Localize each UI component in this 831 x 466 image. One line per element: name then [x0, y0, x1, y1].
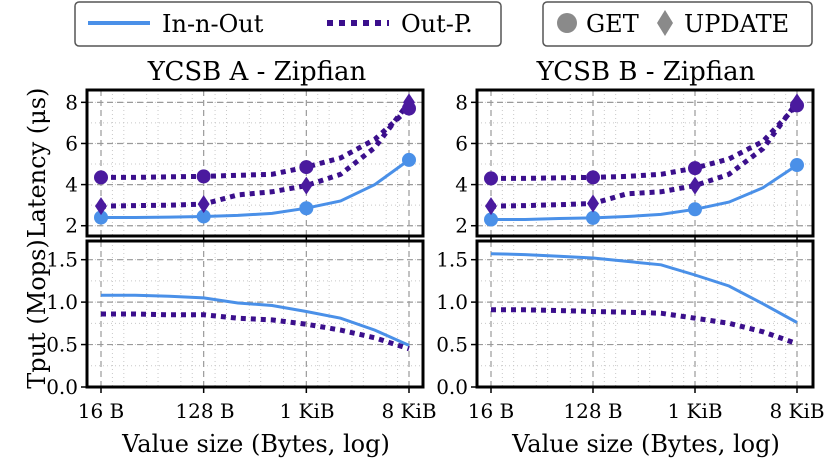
- data-point-update: [791, 93, 803, 112]
- legend-markers: GET UPDATE: [542, 1, 813, 47]
- ytick-label: 8: [65, 90, 78, 114]
- series-line-in-n-out: [101, 293, 410, 347]
- xtick-label: 8 KiB: [381, 399, 436, 423]
- panel-ycsb-b-latency: 2 4 6 8: [455, 88, 815, 242]
- ytick-label: 1.5: [436, 248, 468, 272]
- series-line-in-n-out: [490, 252, 798, 324]
- data-point-get: [94, 210, 108, 225]
- xtick-label: 1 KiB: [667, 399, 722, 423]
- series-line-out-p-: [491, 307, 798, 347]
- xticks-left: 16 B 128 B 1 KiB 8 KiB: [78, 399, 437, 423]
- data-point-get: [299, 160, 314, 175]
- series-line-out-p-get: [101, 106, 411, 180]
- get-marker-icon: [557, 13, 577, 33]
- data-point-get: [196, 209, 211, 224]
- series-line-in-n-out-get: [491, 163, 798, 221]
- ytick-label: 2: [455, 214, 468, 238]
- xlabel-right: Value size (Bytes, log): [511, 430, 780, 458]
- ytick-label: 0.0: [436, 375, 468, 399]
- xlabel-left: Value size (Bytes, log): [121, 430, 390, 458]
- xtick-label: 16 B: [78, 399, 125, 423]
- ylabel-latency: Latency (μs): [23, 88, 51, 239]
- xtick-label: 16 B: [468, 399, 515, 423]
- panel-ycsb-a-latency: 2 4 6 8: [65, 88, 425, 242]
- ytick-label: 0.0: [46, 375, 78, 399]
- data-point-get: [299, 201, 314, 216]
- data-point-update: [485, 197, 497, 216]
- title-ycsb-b: YCSB B - Zipfian: [536, 57, 756, 87]
- xtick-label: 8 KiB: [769, 399, 824, 423]
- series-line-out-p-get: [491, 103, 799, 181]
- panel-ycsb-b-throughput: 0.0 0.5 1.0 1.5: [436, 239, 815, 399]
- data-point-get: [586, 210, 600, 225]
- ytick-label: 0.5: [436, 333, 468, 357]
- ytick-label: 0.5: [46, 333, 78, 357]
- data-point-update: [403, 93, 415, 112]
- ytick-label: 4: [455, 173, 468, 197]
- series-line-out-p-update: [490, 100, 800, 209]
- series-line-out-p-update: [100, 100, 411, 209]
- legend-series-box: [74, 1, 502, 47]
- ytick-label: 4: [65, 173, 78, 197]
- data-point-get: [484, 212, 498, 227]
- series-line-in-n-out-get: [101, 158, 410, 219]
- data-point-get: [402, 152, 416, 167]
- legend-markers-box: [542, 1, 813, 47]
- ytick-label: 2: [65, 214, 78, 238]
- data-point-get: [790, 158, 804, 173]
- legend-label-in-n-out: In-n-Out: [162, 10, 264, 38]
- xticks-right: 16 B 128 B 1 KiB 8 KiB: [468, 399, 825, 423]
- title-ycsb-a: YCSB A - Zipfian: [147, 57, 367, 87]
- plot-frame: [475, 239, 815, 389]
- plot-frame: [475, 88, 815, 238]
- legend-series: In-n-Out Out-P.: [74, 1, 502, 47]
- plot-frame: [85, 239, 425, 389]
- panel-ycsb-a-throughput: 0.0 0.5 1.0 1.5: [46, 239, 425, 399]
- data-point-get: [484, 171, 498, 186]
- plot-frame: [85, 88, 425, 238]
- update-marker-icon: [657, 10, 673, 36]
- data-point-update: [300, 176, 313, 195]
- data-point-update: [689, 176, 701, 195]
- legend-label-out-p: Out-P.: [401, 10, 473, 38]
- data-point-get: [94, 170, 108, 185]
- data-point-update: [197, 195, 210, 214]
- series-line-out-p-: [101, 311, 410, 352]
- ytick-label: 6: [455, 131, 468, 155]
- ylabel-throughput: Tput (Mops): [23, 239, 51, 389]
- ytick-label: 1.5: [46, 248, 78, 272]
- data-point-get: [586, 170, 600, 185]
- legend-label-update: UPDATE: [684, 10, 789, 38]
- ytick-label: 1.0: [46, 290, 78, 314]
- data-point-update: [587, 194, 599, 213]
- data-point-update: [95, 197, 107, 216]
- data-point-get: [688, 202, 702, 217]
- data-point-get: [688, 161, 702, 176]
- data-point-get: [196, 169, 211, 184]
- xtick-label: 128 B: [175, 399, 234, 423]
- ytick-label: 1.0: [436, 290, 468, 314]
- ytick-label: 8: [455, 90, 468, 114]
- ytick-label: 6: [65, 131, 78, 155]
- xtick-label: 128 B: [563, 399, 622, 423]
- xtick-label: 1 KiB: [279, 399, 334, 423]
- legend-label-get: GET: [586, 10, 639, 38]
